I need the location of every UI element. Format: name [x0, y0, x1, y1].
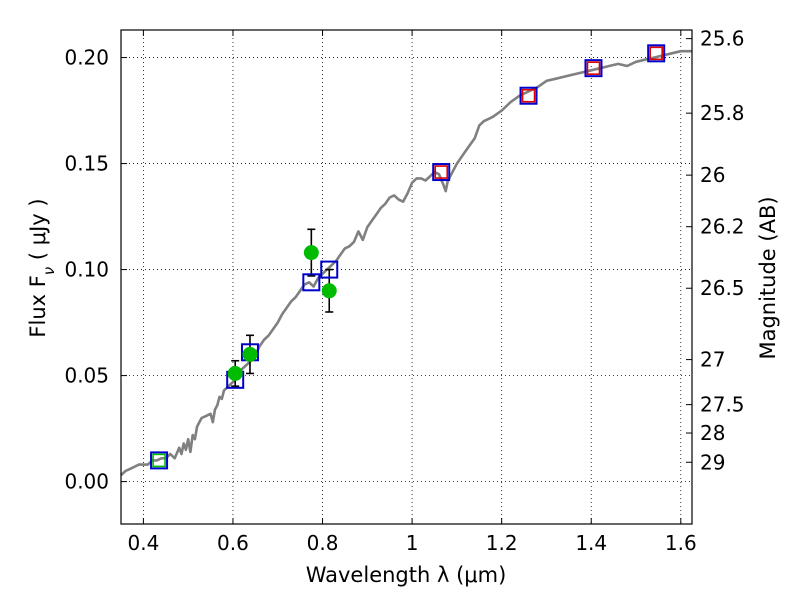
- observed-point: [303, 245, 319, 261]
- inner-photometry-square: [521, 88, 536, 103]
- magnitude-tick-label: 28: [700, 421, 725, 445]
- y-tick-label: 0.20: [64, 46, 109, 70]
- model-photometry-square: [302, 273, 321, 292]
- inner-photometry-square: [434, 165, 449, 179]
- x-tick-label: 1.2: [486, 531, 518, 555]
- model-photometry-square: [320, 260, 339, 279]
- model-photometry-square: [432, 163, 451, 182]
- axis-ticks: 0.4 0.6 0.8 1 1.2 1.4 1.6 0.00 0.05 0.10 0.15 0.20 2…: [64, 27, 744, 555]
- model-spectrum-line: [120, 49, 692, 477]
- magnitude-tick-label: 27: [700, 348, 725, 372]
- grid: [121, 30, 692, 524]
- magnitude-tick-label: 25.8: [700, 101, 745, 125]
- magnitude-tick-label: 29: [700, 450, 725, 474]
- observed-point: [242, 346, 258, 362]
- x-tick-label: 0.6: [217, 531, 249, 555]
- magnitude-tick-label: 25.6: [700, 27, 745, 51]
- magnitude-axis-title: Magnitude (AB): [756, 196, 780, 359]
- inner-photometry-square: [586, 61, 601, 75]
- x-tick-label: 1: [406, 531, 419, 555]
- y-axis-title: Flux Fν ( μJy ): [26, 198, 58, 337]
- magnitude-tick-label: 26: [700, 163, 725, 187]
- observed-point: [227, 365, 243, 381]
- model-photometry-square: [584, 59, 603, 78]
- plot-frame: [120, 29, 693, 525]
- model-photometry-square: [647, 44, 666, 63]
- y-tick-label: 0.15: [64, 152, 109, 176]
- y-tick-label: 0.10: [64, 258, 109, 282]
- x-tick-label: 0.8: [307, 531, 339, 555]
- x-axis-title: Wavelength λ (μm): [306, 563, 507, 587]
- magnitude-tick-label: 26.5: [700, 276, 745, 300]
- y-tick-label: 0.05: [64, 364, 109, 388]
- inner-photometry-square: [649, 46, 663, 61]
- x-tick-label: 1.4: [575, 531, 607, 555]
- plot-area: [120, 44, 692, 477]
- x-tick-label: 1.6: [665, 531, 697, 555]
- magnitude-tick-label: 27.5: [700, 393, 745, 417]
- model-photometry-square: [150, 451, 169, 470]
- observed-point: [321, 283, 337, 299]
- inner-photometry-square: [152, 453, 166, 468]
- magnitude-tick-label: 26.2: [700, 215, 745, 239]
- model-photometry-square: [519, 86, 538, 105]
- x-tick-label: 0.4: [127, 531, 159, 555]
- y-tick-label: 0.00: [64, 470, 109, 494]
